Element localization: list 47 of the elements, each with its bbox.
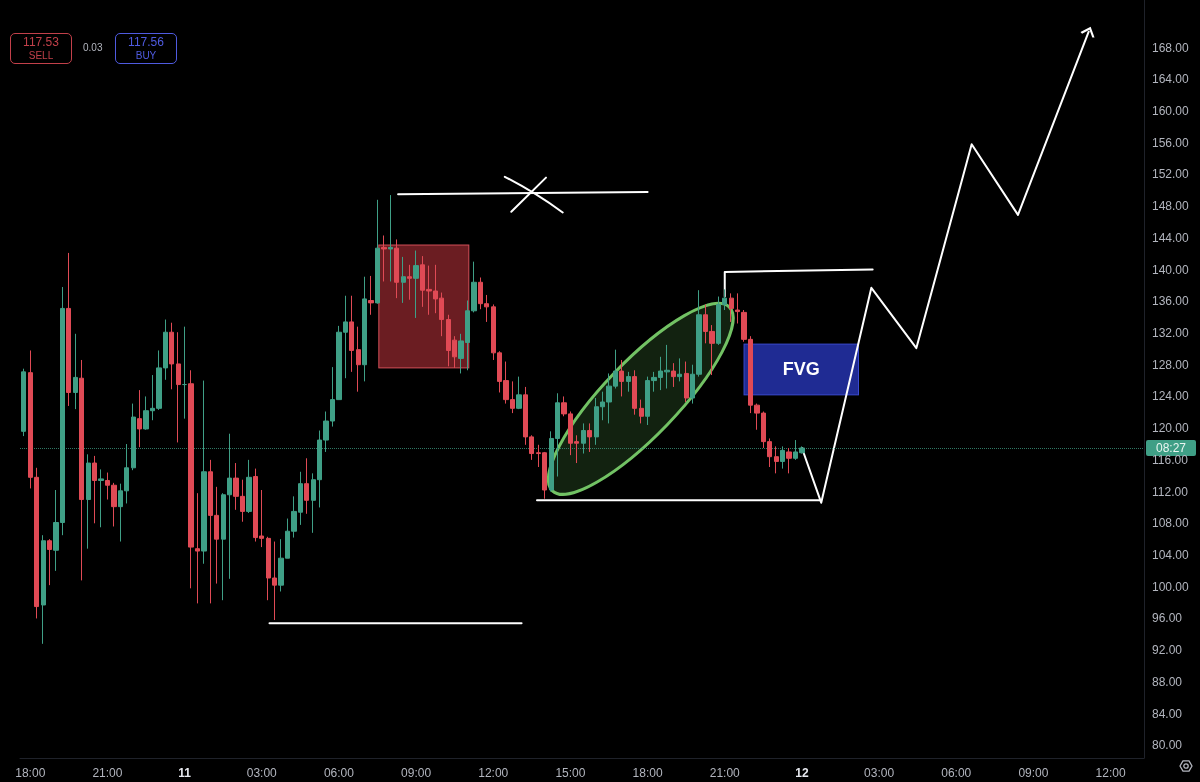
y-tick-label: 88.00 (1152, 674, 1183, 689)
x-tick-label: 09:00 (1018, 766, 1049, 780)
y-tick-label: 112.00 (1152, 484, 1189, 499)
x-tick-label: 09:00 (401, 766, 432, 780)
x-tick-label: 15:00 (555, 766, 586, 780)
y-tick-label: 124.00 (1152, 389, 1190, 404)
y-tick-label: 104.00 (1152, 548, 1190, 563)
annotation: 117.56 (128, 34, 164, 49)
annotation: BUY (135, 48, 157, 62)
x-tick-label: 12:00 (478, 766, 509, 780)
y-tick-label: 120.00 (1152, 421, 1190, 436)
y-tick-label: 128.00 (1152, 357, 1190, 372)
x-tick-label: 11 (178, 766, 192, 780)
y-tick-label: 116.00 (1152, 452, 1189, 467)
y-tick-label: 84.00 (1152, 706, 1183, 721)
y-tick-label: 156.00 (1152, 135, 1190, 150)
annotation: 08:27 (1155, 440, 1187, 455)
y-tick-label: 80.00 (1152, 738, 1183, 753)
y-tick-label: 140.00 (1152, 262, 1190, 277)
y-tick-label: 100.00 (1152, 579, 1190, 594)
x-tick-label: 21:00 (92, 766, 123, 780)
y-tick-label: 96.00 (1152, 611, 1183, 626)
y-tick-label: 108.00 (1152, 516, 1190, 531)
y-tick-label: 136.00 (1152, 294, 1190, 309)
y-tick-label: 132.00 (1152, 326, 1190, 341)
x-tick-label: 18:00 (15, 766, 46, 780)
annotation: 0.03 (83, 42, 103, 53)
x-tick-label: 12 (795, 766, 809, 780)
y-tick-label: 144.00 (1152, 230, 1190, 245)
y-tick-label: 152.00 (1152, 167, 1190, 182)
x-tick-label: 06:00 (323, 766, 355, 780)
y-tick-label: 168.00 (1152, 40, 1190, 55)
x-tick-label: 12:00 (1095, 766, 1126, 780)
y-tick-label: 92.00 (1152, 643, 1183, 658)
y-tick-label: 160.00 (1152, 104, 1190, 118)
annotation: 117.53 (23, 34, 59, 49)
x-tick-label: 03:00 (864, 766, 895, 780)
x-tick-label: 03:00 (246, 766, 278, 780)
y-tick-label: 164.00 (1152, 72, 1190, 87)
annotation: SELL (28, 48, 54, 62)
annotation: FVG (782, 359, 820, 380)
x-tick-label: 18:00 (632, 766, 663, 780)
x-tick-label: 21:00 (709, 766, 741, 780)
y-tick-label: 148.00 (1152, 199, 1190, 214)
sell-button: 117.53 SELL (10, 33, 72, 64)
buy-button: 117.56 BUY (115, 33, 177, 64)
x-tick-label: 06:00 (941, 766, 972, 780)
